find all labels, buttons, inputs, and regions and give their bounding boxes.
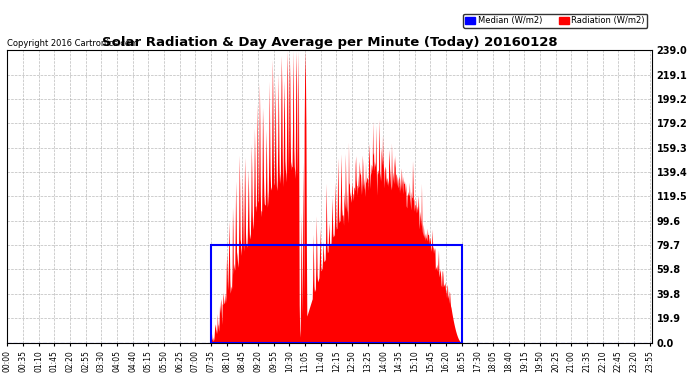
Bar: [211, 245, 462, 343]
Text: Copyright 2016 Cartronics.com: Copyright 2016 Cartronics.com: [8, 39, 139, 48]
Legend: Median (W/m2), Radiation (W/m2): Median (W/m2), Radiation (W/m2): [463, 13, 647, 27]
Title: Solar Radiation & Day Average per Minute (Today) 20160128: Solar Radiation & Day Average per Minute…: [101, 36, 558, 49]
